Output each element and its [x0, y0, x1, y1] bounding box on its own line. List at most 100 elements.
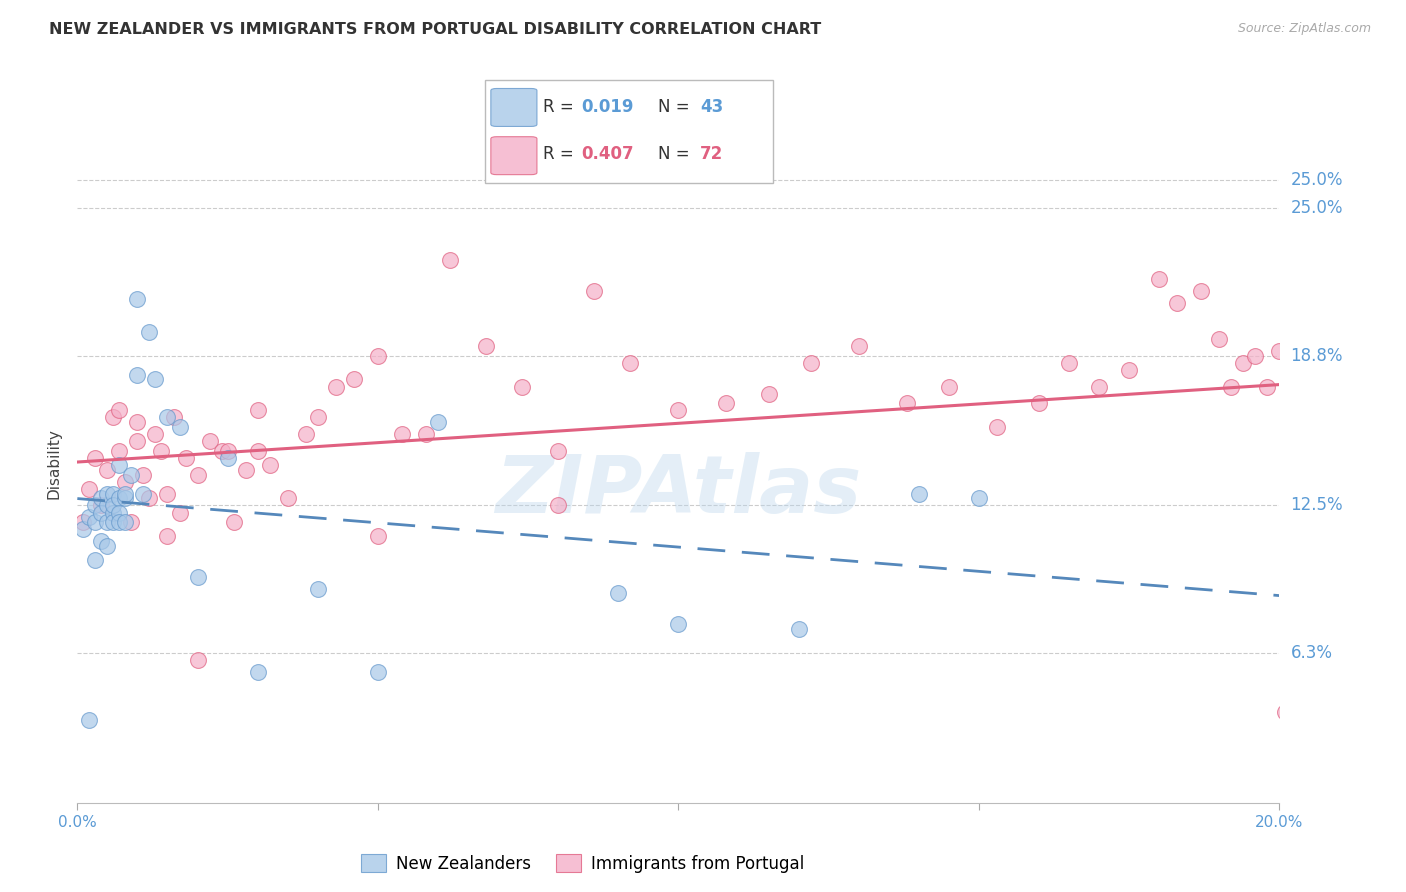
Point [90, 491, 112, 506]
Point [96, 486, 118, 500]
Point [294, 427, 316, 442]
Point [79, 510, 101, 524]
Point [108, 458, 131, 472]
Point [367, 665, 389, 679]
Point [325, 379, 347, 393]
Point [127, 292, 149, 306]
Text: NEW ZEALANDER VS IMMIGRANTS FROM PORTUGAL DISABILITY CORRELATION CHART: NEW ZEALANDER VS IMMIGRANTS FROM PORTUGA… [49, 22, 821, 37]
Point [103, 410, 125, 425]
Point [108, 491, 131, 506]
Point [90, 534, 112, 549]
Point [114, 475, 136, 489]
Point [307, 582, 329, 596]
Point [848, 339, 870, 353]
Point [103, 515, 125, 529]
Point [415, 427, 437, 442]
Point [1244, 349, 1267, 363]
Point [90, 506, 112, 520]
Point [132, 467, 155, 482]
Point [186, 570, 209, 584]
Point [1256, 379, 1278, 393]
Point [138, 491, 160, 506]
Point [84, 553, 107, 567]
Point [90, 499, 112, 513]
Point [758, 386, 780, 401]
Point [896, 396, 918, 410]
Text: ZIPAtlas: ZIPAtlas [495, 452, 862, 530]
Point [1028, 396, 1050, 410]
Text: 6.3%: 6.3% [1291, 644, 1333, 662]
Point [145, 427, 167, 442]
Point [547, 443, 569, 458]
Point [235, 463, 257, 477]
Point [169, 506, 191, 520]
Point [1057, 356, 1080, 370]
Point [211, 443, 233, 458]
Point [114, 486, 136, 500]
Point [967, 491, 990, 506]
Point [72, 522, 94, 536]
Text: 43: 43 [700, 98, 723, 116]
Point [391, 427, 413, 442]
Point [1208, 332, 1230, 346]
Point [103, 486, 125, 500]
Point [343, 372, 366, 386]
Point [475, 339, 498, 353]
Point [800, 356, 823, 370]
Point [1189, 285, 1212, 299]
Point [145, 372, 167, 386]
Point [217, 443, 239, 458]
Text: R =: R = [543, 145, 579, 163]
Point [174, 450, 197, 465]
Point [84, 450, 107, 465]
Point [1166, 296, 1188, 310]
Point [186, 653, 209, 667]
Point [1281, 529, 1303, 543]
Text: R =: R = [543, 98, 579, 116]
Point [103, 499, 125, 513]
Point [307, 410, 329, 425]
Text: Source: ZipAtlas.com: Source: ZipAtlas.com [1237, 22, 1371, 36]
Point [108, 443, 131, 458]
Point [132, 486, 155, 500]
Point [72, 515, 94, 529]
Point [120, 467, 142, 482]
Point [367, 349, 389, 363]
Text: N =: N = [658, 98, 695, 116]
Y-axis label: Disability: Disability [46, 428, 62, 500]
Text: 0.019: 0.019 [582, 98, 634, 116]
Text: N =: N = [658, 145, 695, 163]
Point [103, 506, 125, 520]
Point [246, 443, 269, 458]
Point [156, 410, 179, 425]
Point [169, 420, 191, 434]
Legend: New Zealanders, Immigrants from Portugal: New Zealanders, Immigrants from Portugal [354, 847, 810, 880]
Point [619, 356, 641, 370]
Point [246, 403, 269, 417]
Point [986, 420, 1008, 434]
Point [127, 368, 149, 382]
Point [198, 434, 221, 449]
Point [547, 499, 569, 513]
Point [367, 529, 389, 543]
Point [108, 515, 131, 529]
Point [84, 515, 107, 529]
Point [79, 482, 101, 496]
Point [156, 529, 179, 543]
Point [186, 467, 209, 482]
Point [1220, 379, 1243, 393]
Point [668, 617, 690, 632]
Point [716, 396, 738, 410]
Point [84, 499, 107, 513]
Point [96, 515, 118, 529]
Point [162, 410, 184, 425]
Point [138, 325, 160, 339]
Text: 12.5%: 12.5% [1291, 497, 1343, 515]
Point [108, 506, 131, 520]
Text: 0.407: 0.407 [582, 145, 634, 163]
Point [277, 491, 299, 506]
Point [583, 285, 606, 299]
FancyBboxPatch shape [491, 88, 537, 127]
Point [108, 403, 131, 417]
Point [150, 443, 173, 458]
